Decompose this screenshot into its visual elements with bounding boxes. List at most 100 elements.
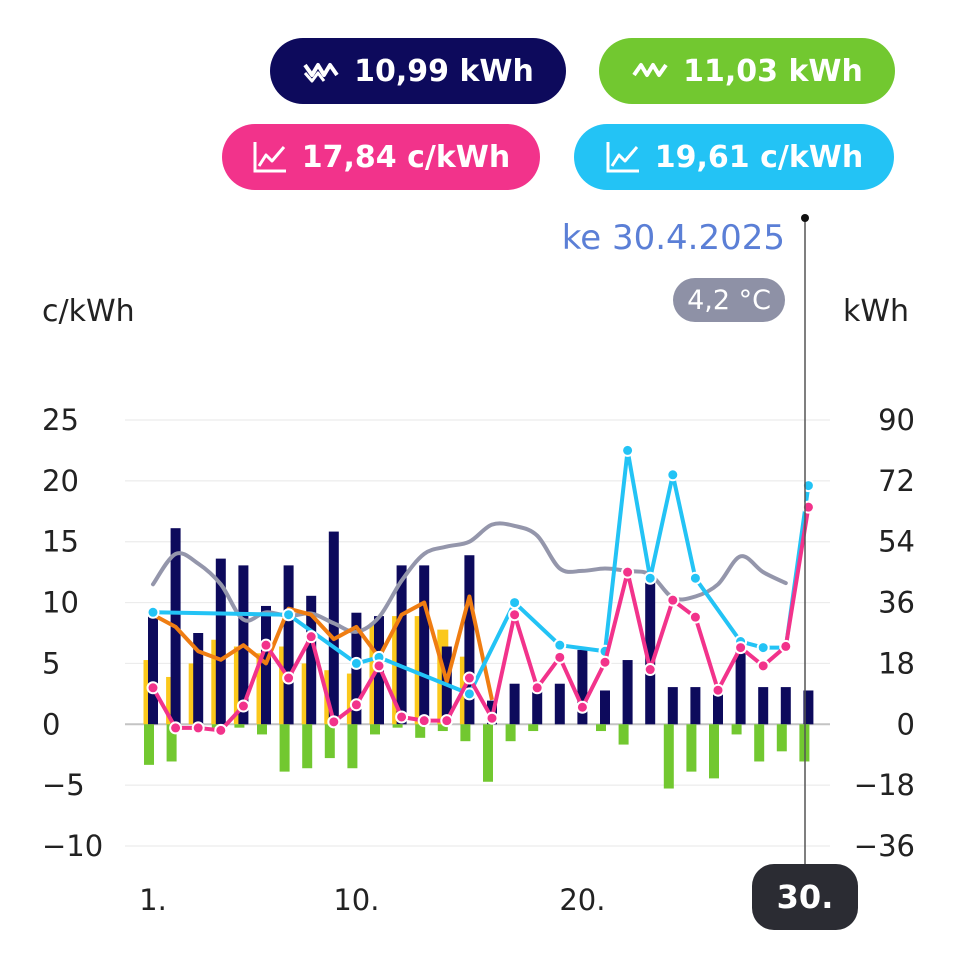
price-buy-point[interactable] <box>462 671 476 685</box>
price-buy-point[interactable] <box>711 683 725 697</box>
price-buy-point[interactable] <box>259 638 273 652</box>
price-buy-point[interactable] <box>327 715 341 729</box>
price-buy-point[interactable] <box>643 663 657 677</box>
consumption_kwh-bar[interactable] <box>532 687 543 725</box>
consumption_kwh-bar[interactable] <box>600 690 610 725</box>
price-buy-point[interactable] <box>485 711 499 725</box>
production_kwh-bar[interactable] <box>528 724 539 732</box>
consumption_kwh-bar[interactable] <box>645 582 656 725</box>
production_kwh-bar[interactable] <box>415 724 426 738</box>
consumption_kwh-bar[interactable] <box>758 687 769 725</box>
price-buy-point[interactable] <box>304 630 318 644</box>
consumption_kwh-bar[interactable] <box>667 687 678 725</box>
consumption_kwh-bar[interactable] <box>622 660 633 725</box>
consumption_kwh-bar[interactable] <box>464 555 475 725</box>
production_kwh-bar[interactable] <box>754 724 765 762</box>
price-buy-point[interactable] <box>756 659 770 673</box>
price-sell-point[interactable] <box>621 443 635 457</box>
production_kwh-bar[interactable] <box>663 724 674 789</box>
price-buy-point[interactable] <box>530 681 544 695</box>
production_kwh-bar[interactable] <box>324 724 335 759</box>
left-axis-unit: c/kWh <box>42 294 135 329</box>
production_kwh-bar[interactable] <box>731 724 742 735</box>
price-buy-point[interactable] <box>575 700 589 714</box>
production_kwh-bar[interactable] <box>347 724 358 769</box>
price-buy-pill[interactable]: 17,84 c/kWh <box>222 124 540 190</box>
price-sell-point[interactable] <box>146 605 160 619</box>
production_kwh-bar[interactable] <box>166 724 177 762</box>
consumption_kwh-bar[interactable] <box>306 595 317 725</box>
price-buy-point[interactable] <box>395 710 409 724</box>
price-sell-pill[interactable]: 19,61 c/kWh <box>574 124 894 190</box>
right-tick-label: 54 <box>878 525 915 559</box>
consumption_kwh-bar[interactable] <box>148 612 158 725</box>
selected-day-badge[interactable]: 30. <box>752 864 858 930</box>
consumption_kwh-bar[interactable] <box>419 565 430 725</box>
consumption-pill[interactable]: 10,99 kWh <box>270 38 566 104</box>
production_kwh-bar[interactable] <box>392 724 403 728</box>
price-sell-point[interactable] <box>282 608 296 622</box>
price-buy-point[interactable] <box>508 608 522 622</box>
price-buy-point[interactable] <box>779 639 793 653</box>
production_kwh-bar[interactable] <box>279 724 290 772</box>
price-buy-point[interactable] <box>169 721 183 735</box>
price-buy-point[interactable] <box>440 714 454 728</box>
axis-ticks: 25 90 20 72 15 54 10 36 5 18 0 0 −5 −18 −10 −36 1. 10. 20. <box>42 403 915 917</box>
production_kwh-bar[interactable] <box>460 724 471 742</box>
price-buy-point[interactable] <box>621 565 635 579</box>
left-tick-label: −10 <box>42 829 103 863</box>
price-buy-point[interactable] <box>214 723 228 737</box>
production-pill[interactable]: 11,03 kWh <box>599 38 895 104</box>
bars <box>143 528 814 789</box>
production_kwh-bar[interactable] <box>686 724 697 772</box>
production_kwh-bar[interactable] <box>302 724 313 769</box>
right-tick-label: −36 <box>854 829 915 863</box>
right-tick-label: 18 <box>878 646 915 680</box>
price-sell-point[interactable] <box>688 571 702 585</box>
price-buy-point[interactable] <box>666 593 680 607</box>
production_kwh-bar[interactable] <box>437 724 448 732</box>
consumption_kwh-bar[interactable] <box>283 565 294 725</box>
consumption_kwh-bar[interactable] <box>396 565 407 725</box>
price-buy-point[interactable] <box>191 721 205 735</box>
price-buy-point[interactable] <box>282 671 296 685</box>
production_kwh-bar[interactable] <box>596 724 606 732</box>
consumption_kwh-bar[interactable] <box>780 687 791 725</box>
price-buy-point[interactable] <box>734 641 748 655</box>
consumption_kwh-bar[interactable] <box>713 687 723 725</box>
production_kwh-bar[interactable] <box>257 724 267 735</box>
consumption_kwh-bar[interactable] <box>803 690 814 725</box>
price-buy-point[interactable] <box>236 699 250 713</box>
price-buy-point[interactable] <box>553 650 567 664</box>
consumption_kwh-bar[interactable] <box>554 683 565 725</box>
consumption_kwh-bar[interactable] <box>328 531 339 725</box>
price-sell-point[interactable] <box>643 571 657 585</box>
price-sell-point[interactable] <box>756 641 770 655</box>
price-sell-point[interactable] <box>349 656 363 670</box>
production_kwh-bar[interactable] <box>144 724 154 765</box>
production_kwh-bar[interactable] <box>505 724 516 742</box>
consumption_kwh-bar[interactable] <box>735 649 746 725</box>
price-buy-point[interactable] <box>372 659 386 673</box>
price-buy-point[interactable] <box>349 698 363 712</box>
price-sell-point[interactable] <box>462 687 476 701</box>
consumption_kwh-bar[interactable] <box>509 683 520 725</box>
production_kwh-bar[interactable] <box>234 724 245 728</box>
price-buy-point[interactable] <box>146 681 160 695</box>
consumption_kwh-bar[interactable] <box>215 558 226 725</box>
price-buy-point[interactable] <box>417 714 431 728</box>
consumption_kwh-bar[interactable] <box>193 633 204 725</box>
production_kwh-bar[interactable] <box>776 724 787 752</box>
production_kwh-bar[interactable] <box>618 724 629 745</box>
production_kwh-bar[interactable] <box>370 724 380 735</box>
price-sell-point[interactable] <box>508 596 522 610</box>
consumption_kwh-bar[interactable] <box>577 649 588 725</box>
production_kwh-bar[interactable] <box>709 724 719 779</box>
price-sell-point[interactable] <box>553 638 567 652</box>
price-buy-point[interactable] <box>598 655 612 669</box>
price-sell-point[interactable] <box>666 468 680 482</box>
production_kwh-bar[interactable] <box>483 724 493 782</box>
consumption_kwh-bar[interactable] <box>690 687 701 725</box>
price-buy-point[interactable] <box>688 610 702 624</box>
